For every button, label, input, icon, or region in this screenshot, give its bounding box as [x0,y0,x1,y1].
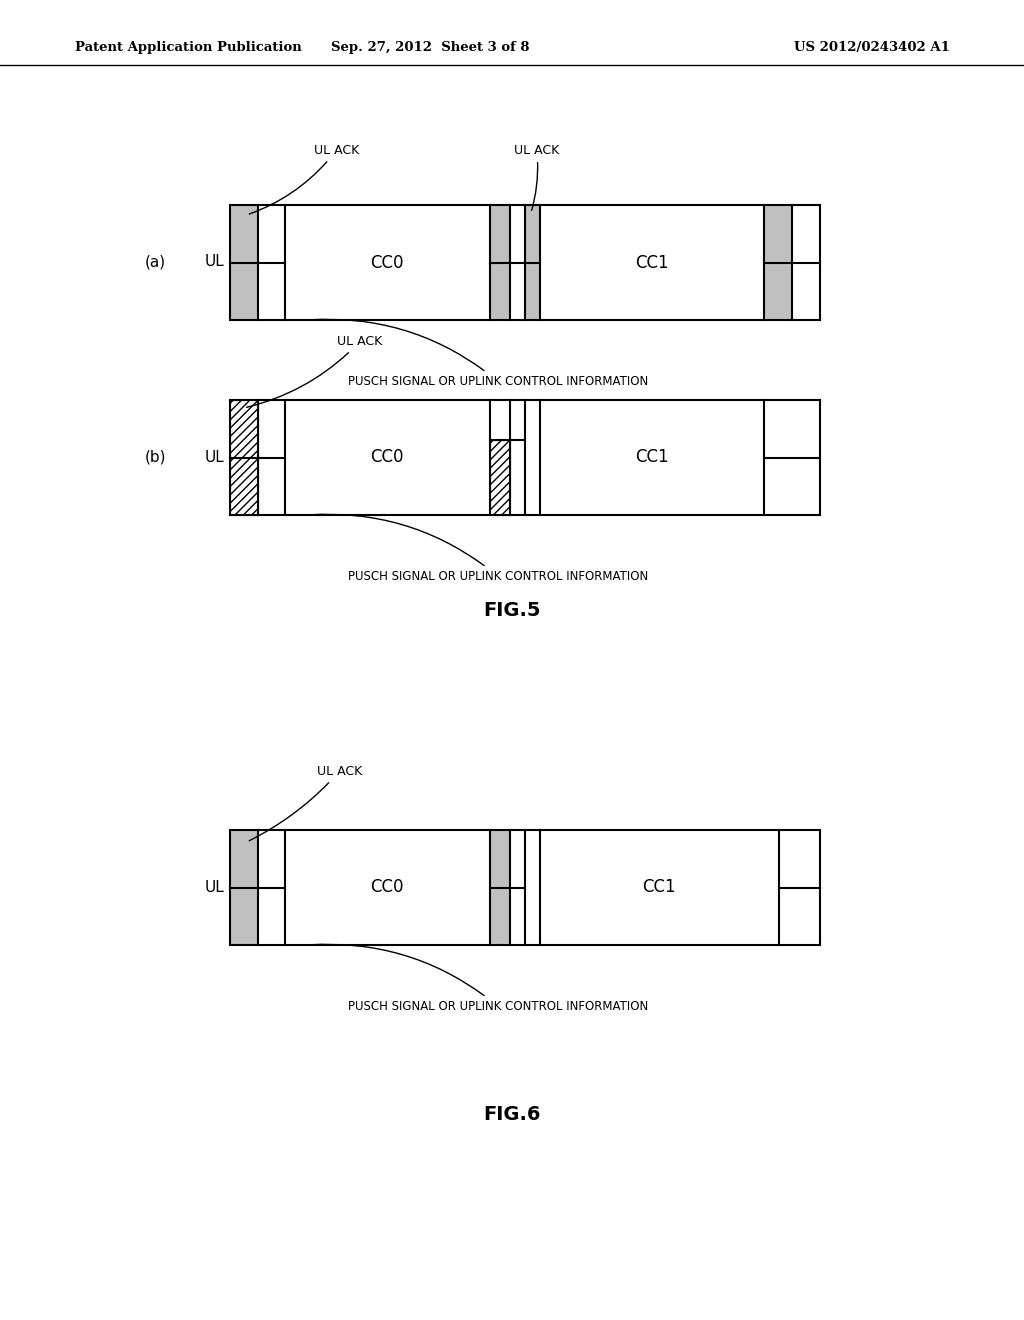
Text: CC0: CC0 [371,879,404,896]
Bar [525,205,540,319]
Text: PUSCH SIGNAL OR UPLINK CONTROL INFORMATION: PUSCH SIGNAL OR UPLINK CONTROL INFORMATI… [309,515,648,583]
Bar [489,830,510,945]
Text: FIG.6: FIG.6 [483,1106,541,1125]
Bar [230,830,258,945]
Text: FIG.5: FIG.5 [483,601,541,619]
Text: CC1: CC1 [635,253,669,272]
Text: UL: UL [205,879,225,895]
Bar [230,400,820,515]
Text: Sep. 27, 2012  Sheet 3 of 8: Sep. 27, 2012 Sheet 3 of 8 [331,41,529,54]
Text: CC0: CC0 [371,449,404,466]
Bar [230,205,820,319]
Bar [230,830,820,945]
Bar [230,205,258,319]
Bar [764,205,792,319]
Bar [230,830,820,945]
Bar [489,205,510,319]
Text: UL ACK: UL ACK [247,335,382,408]
Bar [230,400,258,515]
Text: PUSCH SIGNAL OR UPLINK CONTROL INFORMATION: PUSCH SIGNAL OR UPLINK CONTROL INFORMATI… [309,319,648,388]
Text: CC0: CC0 [371,253,404,272]
Text: US 2012/0243402 A1: US 2012/0243402 A1 [795,41,950,54]
Text: UL ACK: UL ACK [514,144,559,210]
Bar [489,441,510,515]
Bar [230,205,820,319]
Text: UL ACK: UL ACK [249,144,358,214]
Text: CC1: CC1 [642,879,676,896]
Text: UL ACK: UL ACK [249,766,361,841]
Bar [230,400,820,515]
Text: CC1: CC1 [635,449,669,466]
Text: (a): (a) [144,255,166,269]
Text: UL: UL [205,450,225,465]
Text: UL: UL [205,255,225,269]
Text: Patent Application Publication: Patent Application Publication [75,41,302,54]
Text: (b): (b) [144,450,166,465]
Text: PUSCH SIGNAL OR UPLINK CONTROL INFORMATION: PUSCH SIGNAL OR UPLINK CONTROL INFORMATI… [309,944,648,1012]
